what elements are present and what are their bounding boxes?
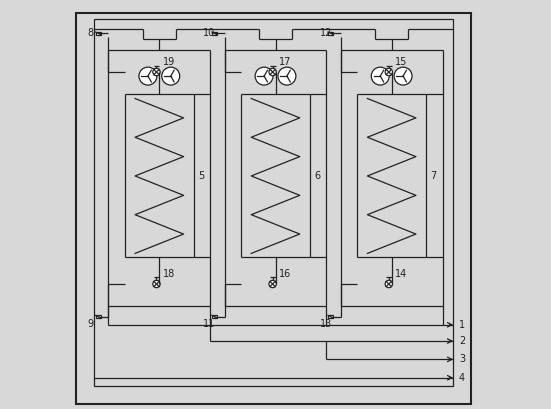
Circle shape (394, 67, 412, 85)
Bar (96, 315, 101, 318)
Text: 2: 2 (459, 336, 465, 346)
Text: 12: 12 (320, 28, 332, 38)
Bar (212, 315, 217, 318)
Bar (94, 19, 453, 386)
Text: 11: 11 (203, 319, 215, 328)
Circle shape (385, 68, 392, 76)
Text: 5: 5 (198, 171, 204, 181)
Circle shape (278, 67, 296, 85)
Circle shape (269, 68, 276, 76)
Circle shape (255, 67, 273, 85)
Circle shape (153, 68, 160, 76)
Text: 10: 10 (203, 28, 215, 38)
Text: 16: 16 (279, 269, 291, 279)
Text: 13: 13 (320, 319, 332, 328)
Bar (96, 32, 101, 34)
Text: 9: 9 (87, 319, 93, 328)
Circle shape (371, 67, 389, 85)
Text: 19: 19 (163, 57, 175, 67)
Text: 18: 18 (163, 269, 175, 279)
Text: 14: 14 (395, 269, 407, 279)
Text: 17: 17 (279, 57, 291, 67)
Bar (212, 32, 217, 34)
Text: 6: 6 (314, 171, 320, 181)
Circle shape (162, 67, 180, 85)
Text: 3: 3 (459, 354, 465, 364)
Bar (328, 32, 333, 34)
Text: 7: 7 (430, 171, 436, 181)
Circle shape (139, 67, 157, 85)
Text: 15: 15 (395, 57, 407, 67)
Text: 8: 8 (87, 28, 93, 38)
Bar (328, 315, 333, 318)
Circle shape (385, 280, 392, 288)
Circle shape (153, 280, 160, 288)
Circle shape (269, 280, 276, 288)
Text: 1: 1 (459, 320, 465, 330)
Text: 4: 4 (459, 373, 465, 383)
